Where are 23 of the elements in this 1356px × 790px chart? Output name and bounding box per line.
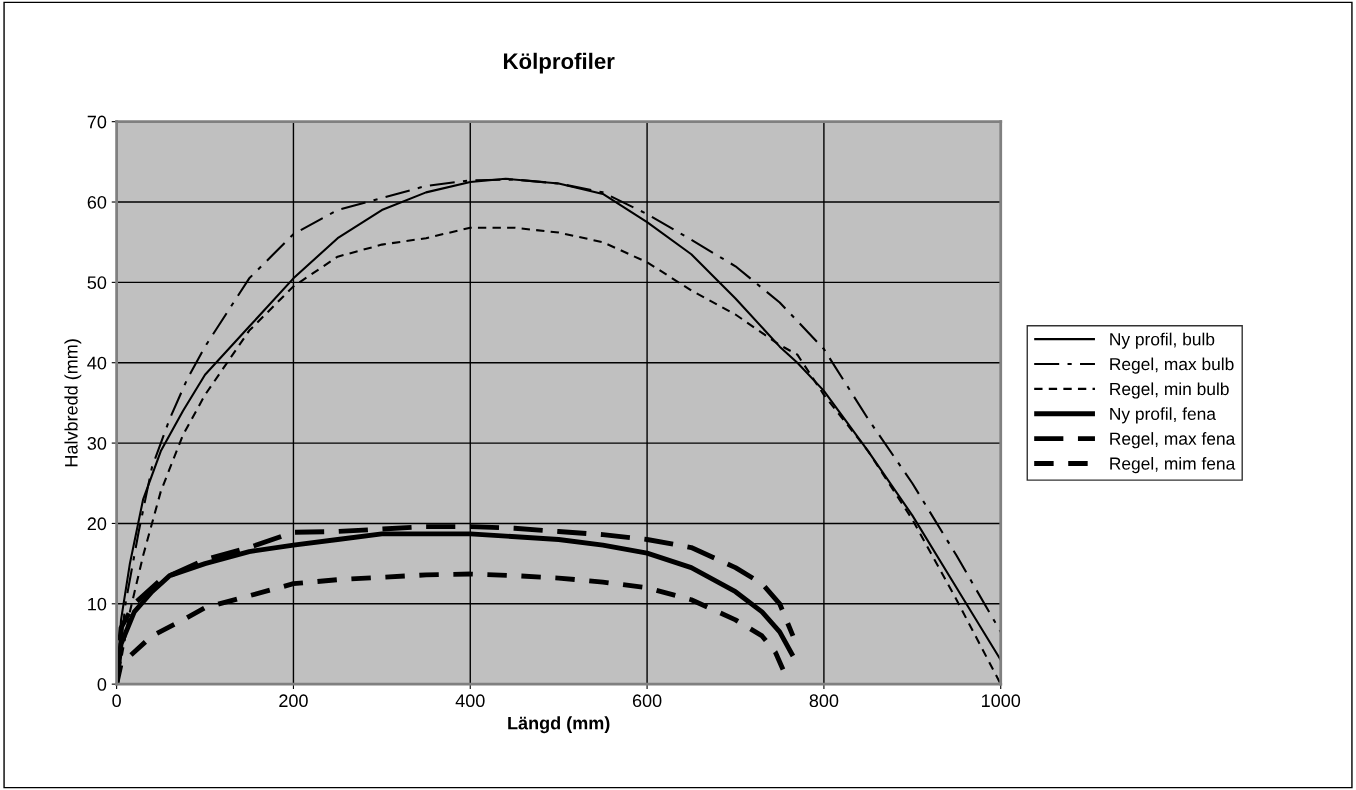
legend-label: Ny profil, bulb bbox=[1110, 332, 1215, 349]
x-tick-label: 1000 bbox=[982, 694, 1021, 708]
y-axis-title: Halvbredd (mm) bbox=[64, 339, 82, 467]
x-axis-title: Längd (mm) bbox=[508, 716, 610, 734]
y-tick-label: 20 bbox=[87, 517, 107, 531]
legend-label: Regel, max fena bbox=[1110, 432, 1236, 449]
y-tick-label: 40 bbox=[87, 356, 107, 370]
legend-label: Regel, min bulb bbox=[1110, 382, 1229, 399]
y-tick-label: 10 bbox=[88, 597, 107, 611]
y-tick-label: 60 bbox=[87, 195, 107, 209]
x-tick-label: 800 bbox=[809, 694, 839, 708]
x-tick-label: 0 bbox=[112, 694, 121, 708]
y-tick-label: 0 bbox=[97, 678, 107, 691]
legend-label: Ny profil, fena bbox=[1110, 407, 1216, 424]
x-tick-label: 600 bbox=[632, 694, 662, 708]
x-tick-label: 200 bbox=[279, 694, 308, 708]
legend-label: Regel, max bulb bbox=[1110, 357, 1234, 374]
chart-title: Kölprofiler bbox=[503, 52, 615, 74]
y-tick-label: 70 bbox=[87, 115, 107, 129]
x-tick-label: 400 bbox=[455, 694, 485, 708]
y-tick-label: 30 bbox=[87, 437, 107, 450]
y-tick-label: 50 bbox=[87, 276, 107, 290]
legend-label: Regel, mim fena bbox=[1110, 456, 1236, 474]
